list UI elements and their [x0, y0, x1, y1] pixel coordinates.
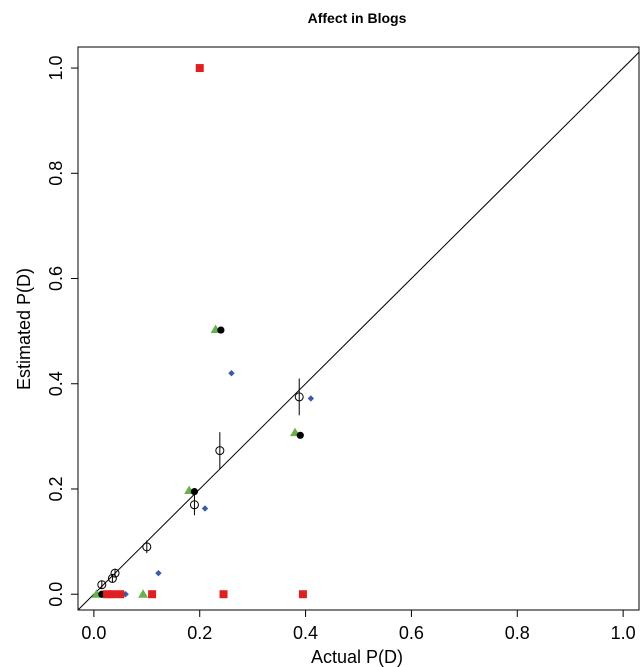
open-circle-point [142, 542, 152, 552]
open-circle-point [189, 500, 199, 510]
square-point [108, 590, 117, 599]
x-tick-label: 0.6 [399, 623, 424, 643]
filled-circle-point [190, 488, 199, 496]
filled-circle-point [296, 431, 304, 439]
open-circle-point [110, 568, 120, 578]
x-tick-label: 1.0 [611, 623, 636, 643]
open-circle-point [294, 392, 304, 402]
x-tick-label: 0.2 [187, 623, 212, 643]
x-tick-label: 0.8 [505, 623, 530, 643]
diamond-point [155, 569, 162, 577]
open-circle-point [107, 573, 117, 583]
y-tick-label: 0.0 [46, 582, 66, 607]
square-point [116, 590, 125, 599]
square-point [219, 590, 228, 599]
identity-reference-line [77, 51, 640, 611]
y-tick-label: 0.2 [46, 476, 66, 501]
open-circle-point [97, 580, 107, 590]
triangle-point [138, 589, 149, 598]
y-tick-label: 0.6 [46, 266, 66, 291]
y-tick-label: 0.4 [46, 371, 66, 396]
x-axis-label: Actual P(D) [311, 647, 403, 667]
filled-circle-point [217, 326, 225, 334]
square-point [298, 590, 307, 599]
plot-frame [77, 46, 640, 611]
diamond-point [228, 370, 235, 377]
y-tick-label: 1.0 [46, 56, 66, 81]
square-point [148, 590, 157, 599]
x-tick-label: 0.0 [81, 623, 106, 643]
chart-title: Affect in Blogs [308, 10, 407, 26]
square-point [103, 590, 112, 599]
diamond-point [307, 395, 315, 402]
square-point [195, 64, 204, 73]
open-circle-point [215, 446, 225, 456]
diamond-point [201, 505, 209, 512]
x-tick-label: 0.4 [293, 623, 318, 643]
y-tick-label: 0.8 [46, 161, 66, 186]
y-axis-label: Estimated P(D) [14, 268, 34, 390]
